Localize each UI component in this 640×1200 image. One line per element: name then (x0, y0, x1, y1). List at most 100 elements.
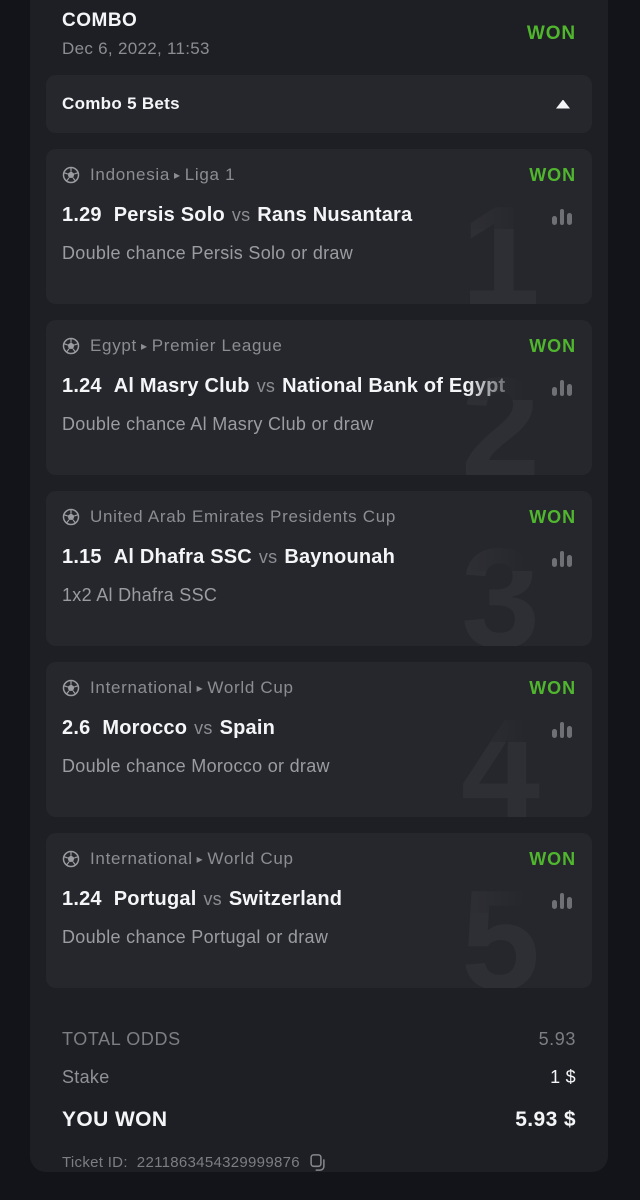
bet-type-title: COMBO (62, 10, 138, 31)
league-tournament: Liga 1 (184, 165, 236, 184)
match-line: 1.15 Al Dhafra SSC vs Baynounah (62, 543, 536, 571)
league-breadcrumb: Egypt ▸ Premier League (90, 335, 520, 357)
league-breadcrumb: International ▸ World Cup (90, 848, 520, 870)
text-fade (466, 543, 536, 571)
you-won-value: 5.93 $ (515, 1108, 576, 1131)
bet-status-badge: WON (529, 335, 576, 356)
vs-label: vs (231, 205, 251, 225)
stats-icon[interactable] (548, 547, 576, 567)
bet-odds: 1.24 (62, 375, 102, 397)
market-description: Double chance Persis Solo or draw (62, 243, 354, 263)
bet-status-badge: WON (529, 164, 576, 185)
bet-card: 4 International▸World Cup WON 2.6Morocco… (46, 662, 592, 817)
away-team: Rans Nusantara (257, 204, 413, 226)
ticket-header-left: COMBO Dec 6, 2022, 11:53 (62, 10, 210, 59)
away-team: Switzerland (228, 888, 343, 910)
text-fade (449, 848, 520, 870)
breadcrumb-separator-icon: ▸ (140, 339, 148, 353)
breadcrumb-separator-icon: ▸ (196, 681, 204, 695)
league-tournament: World Cup (207, 678, 294, 697)
bet-match-row: 1.15 Al Dhafra SSC vs Baynounah (62, 543, 576, 571)
breadcrumb-separator-icon: ▸ (196, 852, 204, 866)
market-description: Double chance Portugal or draw (62, 927, 329, 947)
bet-card: 3 United Arab Emirates Presidents Cup WO… (46, 491, 592, 646)
bet-league-row: International ▸ World Cup WON (62, 662, 576, 699)
bet-league-row: Egypt ▸ Premier League WON (62, 320, 576, 357)
soccer-ball-icon (62, 679, 80, 697)
bet-match-row: 1.24 Portugal vs Switzerland (62, 885, 576, 913)
bet-match-row: 2.6 Morocco vs Spain (62, 714, 576, 742)
stats-icon[interactable] (548, 718, 576, 738)
bet-odds: 2.6 (62, 717, 91, 739)
bet-league-row: International ▸ World Cup WON (62, 833, 576, 870)
text-fade (449, 335, 520, 357)
collapse-triangle-icon (556, 99, 570, 109)
breadcrumb-separator-icon: ▸ (174, 168, 181, 182)
market-description: Double chance Al Masry Club or draw (62, 414, 374, 434)
bet-status-badge: WON (529, 677, 576, 698)
ticket-id-value: 2211863454329999876 (136, 1154, 300, 1171)
league-category: United Arab Emirates Presidents Cup (90, 507, 397, 526)
soccer-ball-icon (62, 337, 80, 355)
league-category: International (90, 849, 193, 868)
soccer-ball-icon (62, 166, 80, 184)
away-team: National Bank of Egypt (282, 375, 506, 397)
stake-row: Stake 1 $ (62, 1067, 576, 1088)
match-line: 1.29 Persis Solo vs Rans Nusantara (62, 201, 536, 229)
bet-ticket-panel: COMBO Dec 6, 2022, 11:53 WON Combo 5 Bet… (30, 0, 608, 1172)
match-line: 1.24 Portugal vs Switzerland (62, 885, 536, 913)
vs-label: vs (258, 547, 278, 567)
combo-toggle-bar[interactable]: Combo 5 Bets (46, 75, 592, 133)
ticket-status-badge: WON (526, 23, 576, 44)
soccer-ball-icon (62, 508, 80, 526)
bet-odds: 1.24 (62, 888, 102, 910)
market-description: 1x2 Al Dhafra SSC (62, 585, 218, 605)
copy-icon[interactable] (309, 1153, 326, 1172)
bet-match-row: 1.29 Persis Solo vs Rans Nusantara (62, 201, 576, 229)
bet-status-badge: WON (529, 506, 576, 527)
combo-bets-label: Combo 5 Bets (62, 94, 180, 113)
stats-icon[interactable] (548, 889, 576, 909)
vs-label: vs (256, 376, 276, 396)
text-fade (449, 677, 520, 699)
text-fade (466, 201, 536, 229)
bet-status-badge: WON (529, 848, 576, 869)
match-line: 1.24 Al Masry Club vs National Bank of Egyp… (62, 372, 536, 400)
bet-league-row: United Arab Emirates Presidents Cup WON (62, 491, 576, 528)
bet-match-row: 1.24 Al Masry Club vs National Bank of Egyp… (62, 372, 576, 400)
stats-icon[interactable] (548, 376, 576, 396)
you-won-label: YOU WON (62, 1108, 168, 1131)
market-description: Double chance Morocco or draw (62, 756, 330, 776)
league-breadcrumb: United Arab Emirates Presidents Cup (90, 506, 520, 528)
bet-date: Dec 6, 2022, 11:53 (62, 39, 210, 58)
bet-odds: 1.15 (62, 546, 102, 568)
bet-card: 5 International▸World Cup WON 1.24Portug… (46, 833, 592, 988)
away-team: Baynounah (284, 546, 396, 568)
match-line: 2.6 Morocco vs Spain (62, 714, 536, 742)
league-category: International (90, 678, 193, 697)
league-breadcrumb: International ▸ World Cup (90, 677, 520, 699)
ticket-id-label: Ticket ID: (62, 1154, 128, 1171)
text-fade (466, 885, 536, 913)
text-fade (449, 164, 520, 186)
ticket-id-row: Ticket ID: 2211863454329999876 (62, 1153, 576, 1172)
bet-league-row: Indonesia ▸ Liga 1 WON (62, 149, 576, 186)
home-team: Al Dhafra SSC (113, 546, 252, 568)
total-odds-label: TOTAL ODDS (62, 1029, 181, 1049)
home-team: Al Masry Club (113, 375, 250, 397)
home-team: Morocco (102, 717, 188, 739)
vs-label: vs (203, 889, 222, 909)
away-team: Spain (219, 717, 276, 739)
total-odds-value: 5.93 (538, 1029, 576, 1049)
home-team: Portugal (113, 888, 197, 910)
text-fade (466, 714, 536, 742)
league-category: Indonesia (90, 165, 171, 184)
stats-icon[interactable] (548, 205, 576, 225)
soccer-ball-icon (62, 850, 80, 868)
ticket-totals: TOTAL ODDS 5.93 Stake 1 $ YOU WON 5.93 $… (46, 1004, 592, 1172)
vs-label: vs (194, 718, 213, 738)
ticket-header: COMBO Dec 6, 2022, 11:53 WON (46, 0, 592, 59)
